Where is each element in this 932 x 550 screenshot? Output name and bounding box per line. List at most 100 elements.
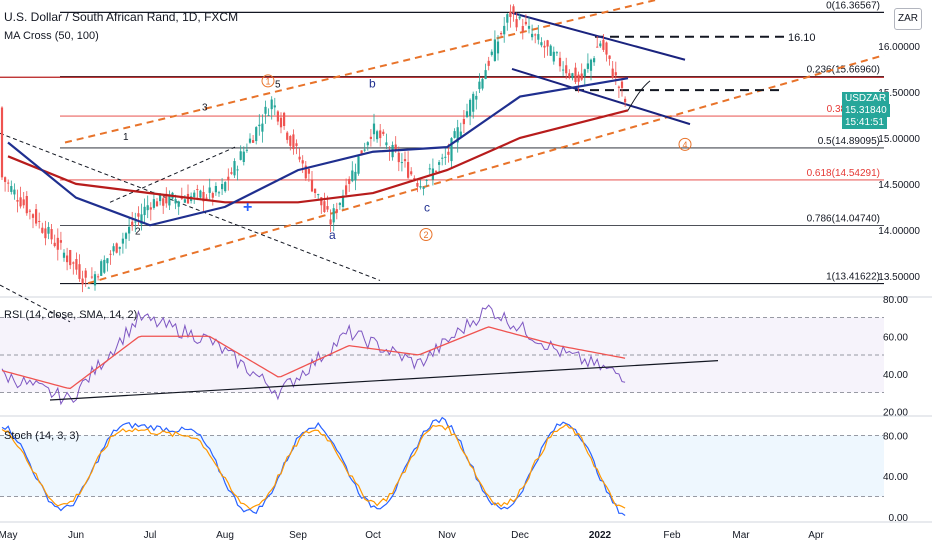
wave-label: 5 xyxy=(275,79,281,90)
candle-body xyxy=(599,43,602,47)
candle-body xyxy=(335,209,338,213)
candle-body xyxy=(410,171,413,175)
candle-body xyxy=(586,63,589,69)
candle-body xyxy=(527,25,531,29)
candle-body xyxy=(475,95,478,100)
candle-body xyxy=(131,221,134,227)
candle-body xyxy=(332,208,335,223)
candle-body xyxy=(425,179,428,181)
candle-body xyxy=(453,131,456,138)
candle-body xyxy=(363,149,366,151)
candle-body xyxy=(93,274,97,286)
candle-body xyxy=(537,34,540,40)
candle-body xyxy=(69,250,72,266)
candle-body xyxy=(444,156,447,158)
candle-body xyxy=(369,136,372,139)
wave-label: 1 xyxy=(123,132,129,143)
candle-body xyxy=(500,33,503,35)
candle-body xyxy=(279,117,283,128)
candle-body xyxy=(512,6,515,14)
candle-body xyxy=(273,105,276,108)
time-axis-tick: Oct xyxy=(365,530,381,541)
candle-body xyxy=(177,201,180,207)
candle-body xyxy=(0,107,4,178)
rsi-sma-line xyxy=(1,326,626,390)
candle-body xyxy=(19,197,22,207)
price-axis-tick: 13.50000 xyxy=(878,272,920,283)
candle-body xyxy=(323,201,326,212)
rsi-axis-tick: 20.00 xyxy=(883,407,908,418)
candle-body xyxy=(134,221,137,223)
candle-body xyxy=(44,228,47,239)
candle-body xyxy=(121,238,124,244)
abc-label: c xyxy=(424,200,430,214)
candle-body xyxy=(546,40,549,47)
wedge-upper-line xyxy=(511,11,686,61)
candle-body xyxy=(292,134,295,150)
candle-body xyxy=(264,106,267,114)
candle-body xyxy=(400,162,403,164)
price-axis-tick: 14.50000 xyxy=(878,180,920,191)
candle-body xyxy=(78,264,81,279)
candle-body xyxy=(376,131,379,140)
candle-body xyxy=(261,123,264,132)
stoch-axis-tick: 0.00 xyxy=(889,513,909,524)
candle-body xyxy=(521,26,524,32)
candle-body xyxy=(211,193,214,198)
candle-body xyxy=(140,214,143,225)
candle-body xyxy=(137,213,140,217)
candle-body xyxy=(115,243,118,253)
candle-body xyxy=(227,176,230,181)
ma-cross-label: MA Cross (50, 100) xyxy=(4,30,99,42)
candle-body xyxy=(245,149,248,151)
price-tag-symbol: USDZAR xyxy=(842,91,890,105)
candle-body xyxy=(62,252,66,258)
candle-body xyxy=(47,226,50,234)
stoch-axis-tick: 40.00 xyxy=(883,472,908,483)
time-axis-tick: Aug xyxy=(216,530,234,541)
candle-body xyxy=(422,187,425,189)
candle-body xyxy=(379,130,382,139)
candle-body xyxy=(10,186,13,192)
candle-body xyxy=(574,67,577,83)
candle-body xyxy=(22,199,25,206)
wedge-lower-line xyxy=(511,68,691,126)
candle-body xyxy=(214,185,217,193)
candle-body xyxy=(531,33,534,38)
candle-body xyxy=(472,93,475,112)
candle-body xyxy=(487,60,490,66)
candle-body xyxy=(180,197,183,199)
candle-body xyxy=(143,206,146,216)
channel-lower-line xyxy=(87,54,885,285)
candle-body xyxy=(168,194,171,206)
time-axis-tick: Sep xyxy=(289,530,307,541)
candle-body xyxy=(617,86,620,88)
candle-body xyxy=(478,81,481,90)
candle-body xyxy=(580,73,583,80)
candle-body xyxy=(286,132,289,140)
candle-body xyxy=(540,42,543,46)
candle-body xyxy=(159,193,162,202)
stoch-axis-tick: 80.00 xyxy=(883,431,908,442)
candle-body xyxy=(403,159,407,162)
candle-body xyxy=(53,242,56,247)
candle-body xyxy=(407,162,410,178)
time-axis-tick: Apr xyxy=(808,530,824,541)
fib-level-label: 0.5(14.89095) xyxy=(818,136,880,147)
fib-level-label: 1(13.41622) xyxy=(826,272,880,283)
candle-body xyxy=(270,99,273,110)
candle-body xyxy=(242,151,245,162)
candle-body xyxy=(456,127,459,143)
candle-body xyxy=(419,186,422,188)
symbol-button[interactable]: ZAR xyxy=(894,8,922,30)
candle-body xyxy=(620,81,624,88)
fib-level-label: 0(16.36567) xyxy=(826,0,880,11)
rsi-axis-tick: 40.00 xyxy=(883,370,908,381)
candle-body xyxy=(583,69,586,77)
candle-body xyxy=(205,197,208,199)
time-axis-tick: Mar xyxy=(732,530,750,541)
candle-body xyxy=(236,169,239,171)
candle-body xyxy=(152,199,155,208)
time-axis-tick: Jul xyxy=(144,530,157,541)
